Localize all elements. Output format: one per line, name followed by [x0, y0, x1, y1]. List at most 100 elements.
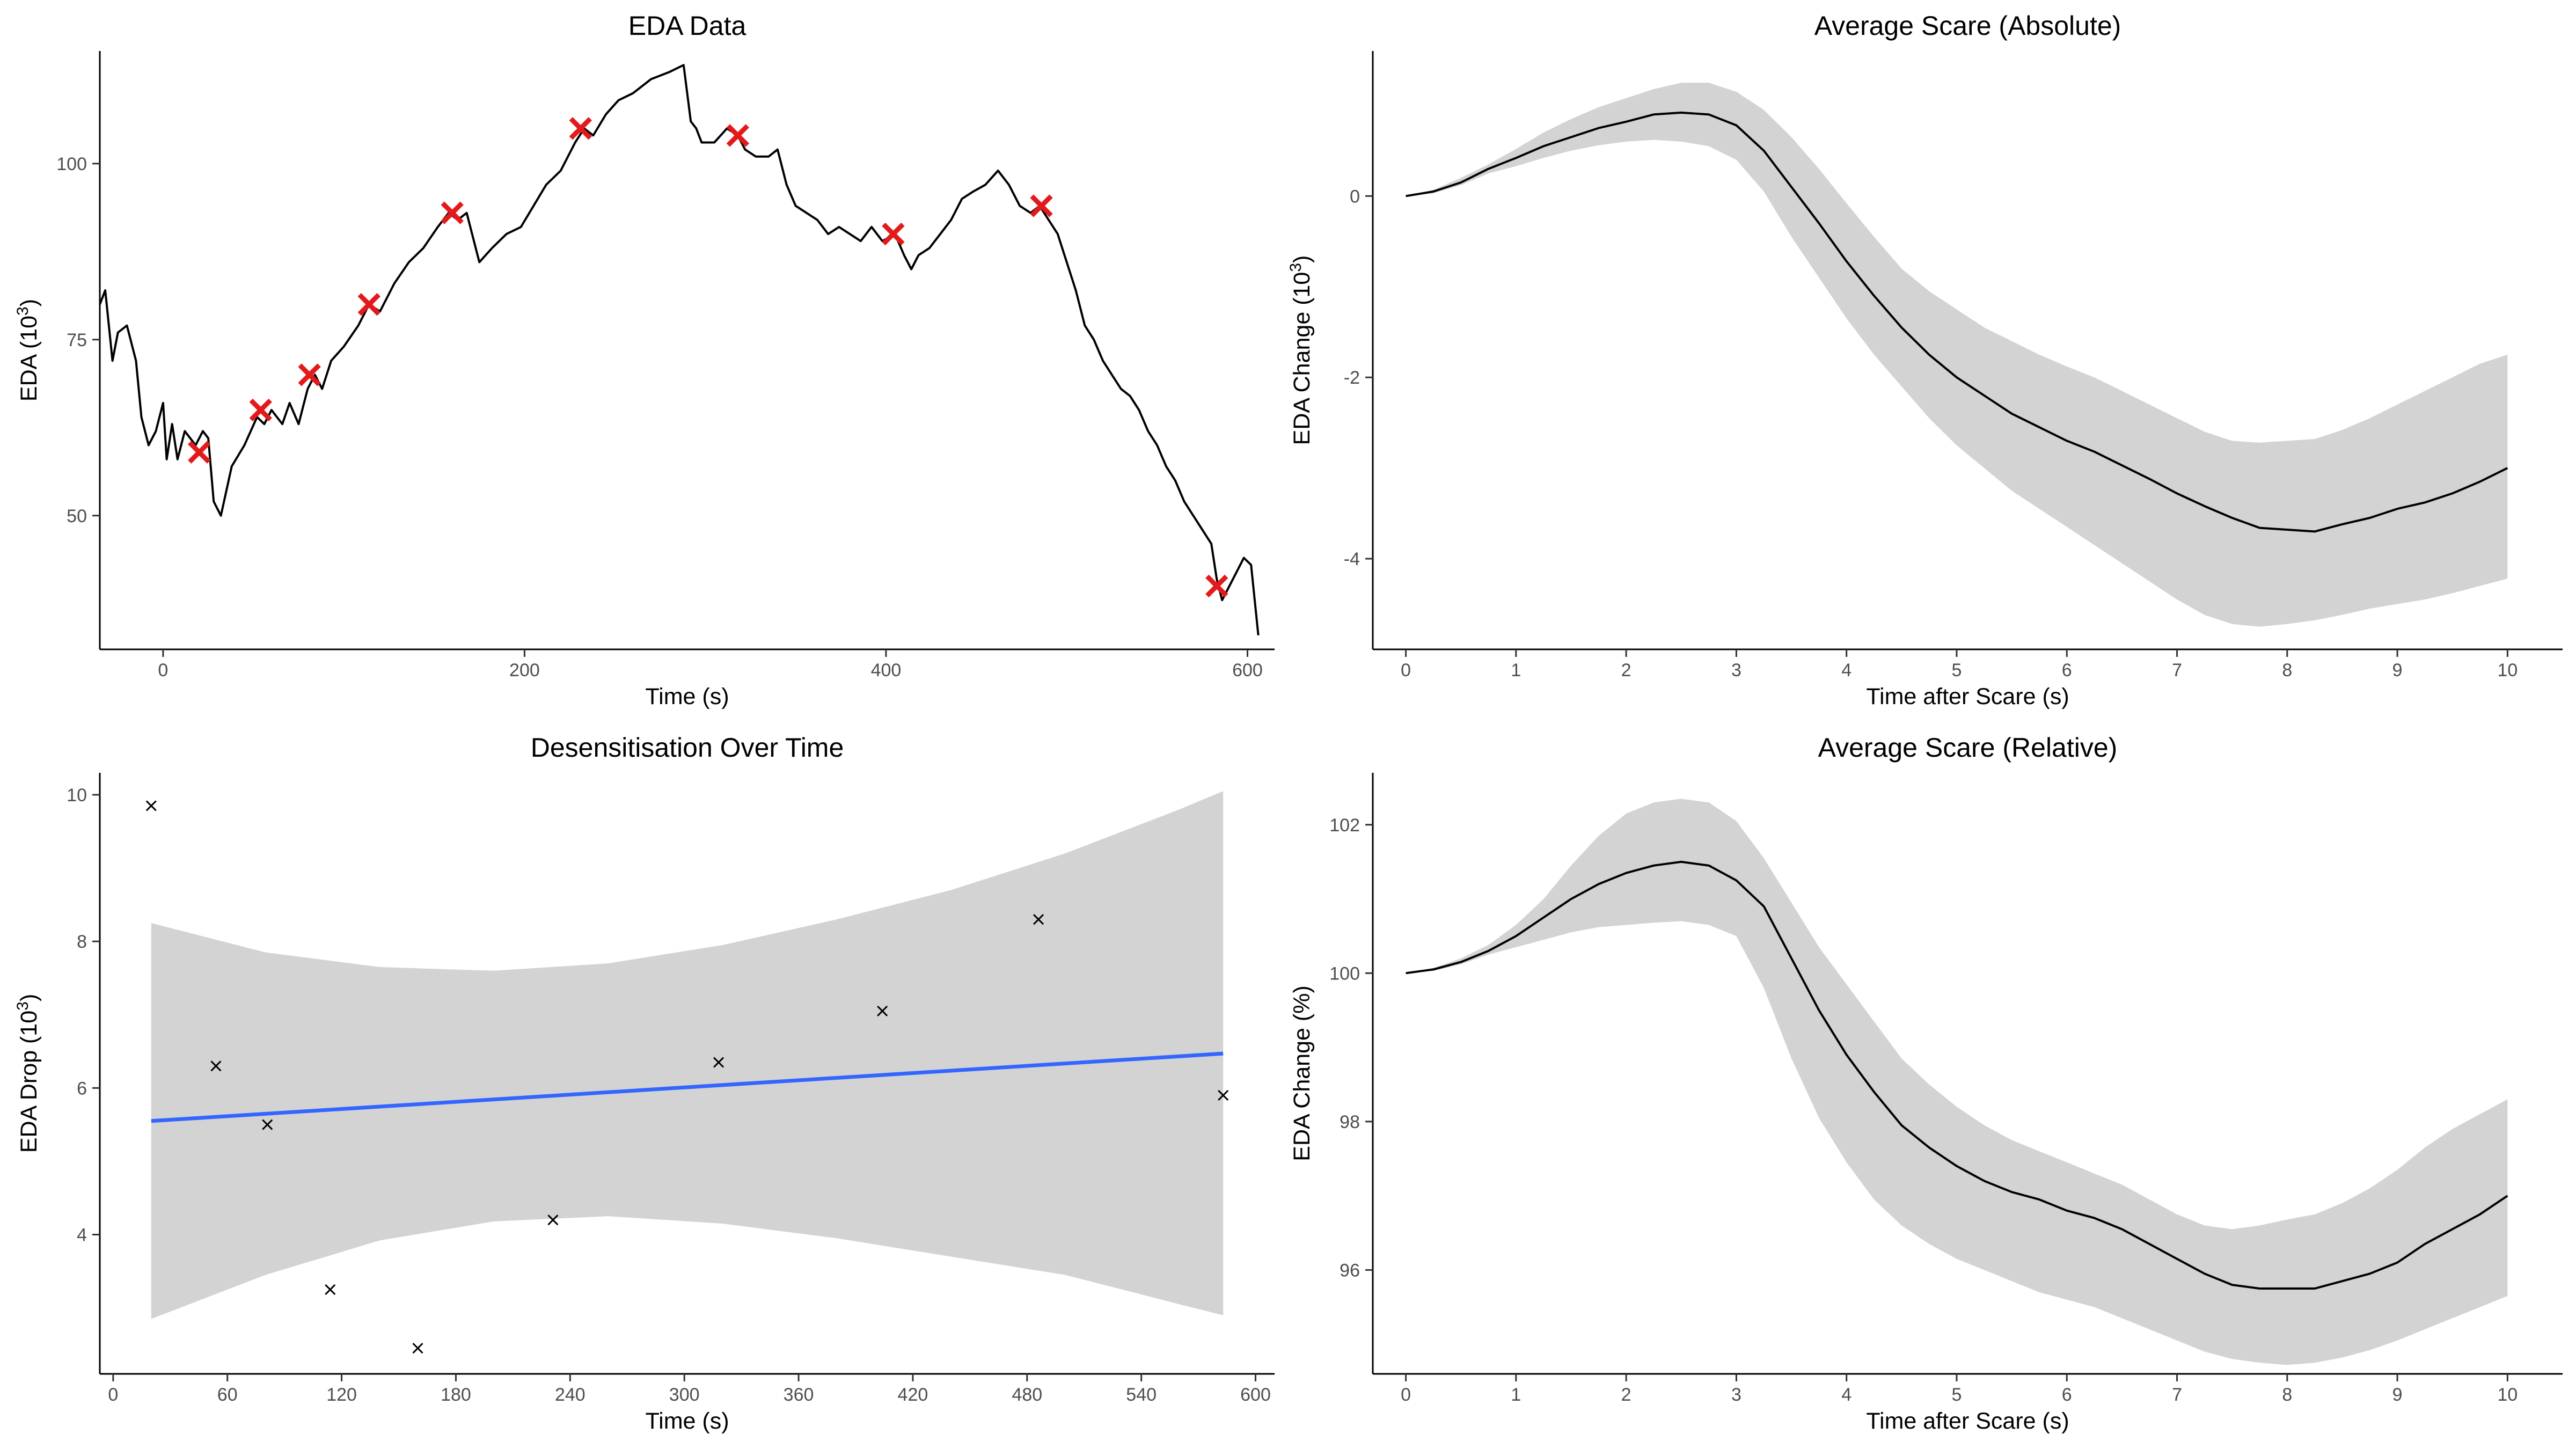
series-line: [1406, 111, 2508, 533]
x-axis-label: Time (s): [645, 684, 729, 709]
x-tick-label: 8: [2282, 660, 2292, 680]
x-tick-label: 6: [2062, 1385, 2072, 1405]
scare-marker: [1205, 574, 1228, 598]
x-tick-label: 1: [1511, 660, 1521, 680]
x-tick-label: 8: [2282, 1385, 2292, 1405]
y-tick-label: 6: [77, 1078, 87, 1099]
x-tick-label: 5: [1952, 1385, 1962, 1405]
x-tick-label: 2: [1621, 1385, 1631, 1405]
data-point: [1218, 1089, 1229, 1101]
panel-desensitisation-over-time: Desensitisation Over Time 0 60 120 180 240 300…: [14, 733, 1275, 1434]
y-axis-label: EDA Drop (103): [14, 994, 42, 1153]
x-tick-label: 4: [1841, 660, 1851, 680]
x-tick-label: 480: [1012, 1385, 1042, 1405]
y-tick-label: 50: [67, 506, 87, 526]
scare-marker-stroke: [188, 441, 211, 464]
y-tick-label: 96: [1340, 1260, 1360, 1280]
x-axis-label: Time after Scare (s): [1866, 1408, 2069, 1434]
scare-marker-stroke: [441, 201, 464, 224]
x-tick-label: 2: [1621, 660, 1631, 680]
data-point: [210, 1060, 222, 1072]
x-tick-label: 5: [1952, 660, 1962, 680]
scare-marker-stroke: [1205, 574, 1228, 598]
scare-marker: [357, 293, 380, 316]
x-tick-label: 0: [1401, 1385, 1411, 1405]
panel-title: Average Scare (Relative): [1818, 733, 2118, 763]
x-tick-label: 600: [1232, 660, 1263, 680]
series-line: [99, 64, 1260, 636]
y-tick-label: 100: [1329, 963, 1360, 984]
x-tick-label: 60: [217, 1385, 238, 1405]
regression-line: [151, 1051, 1224, 1123]
x-tick-label: 6: [2062, 660, 2072, 680]
y-tick-label: 75: [67, 330, 87, 350]
x-tick-label: 420: [898, 1385, 928, 1405]
confidence-band: [1406, 799, 2508, 1365]
confidence-band: [151, 791, 1224, 1319]
y-tick-label: -4: [1344, 549, 1360, 569]
scare-marker-stroke: [569, 117, 592, 140]
x-tick-label: 10: [2497, 1385, 2518, 1405]
x-tick-label: 10: [2497, 660, 2518, 680]
scare-marker: [569, 117, 592, 140]
x-tick-label: 3: [1731, 660, 1741, 680]
data-point: [262, 1119, 273, 1130]
x-tick-label: 3: [1731, 1385, 1741, 1405]
y-axis-label: EDA Change (%): [1289, 985, 1315, 1161]
data-point: [325, 1284, 336, 1295]
panel-eda-data: EDA Data 0 200 400 600 50 75 100 Time (s) EDA (10…: [14, 11, 1275, 709]
scare-marker: [1030, 194, 1053, 217]
scare-marker-stroke: [249, 398, 272, 422]
x-axis-label: Time (s): [645, 1408, 729, 1434]
data-point: [1033, 914, 1044, 925]
y-axis-label: EDA Change (103): [1287, 255, 1315, 445]
scare-marker-stroke: [726, 124, 749, 147]
y-tick-label: 10: [67, 785, 87, 806]
data-point: [713, 1057, 724, 1068]
y-tick-label: 4: [77, 1225, 87, 1245]
data-point-stroke: [262, 1119, 273, 1130]
scare-marker: [298, 363, 321, 386]
y-axis-label: EDA (103): [14, 299, 42, 401]
y-tick-label: 8: [77, 932, 87, 952]
y-tick-label: 102: [1329, 815, 1360, 836]
x-tick-label: 0: [108, 1385, 118, 1405]
x-tick-label: 7: [2172, 1385, 2182, 1405]
panel-average-scare-absolute: Average Scare (Absolute) 0 1 2 3 4 5 6 7 8 9 10 -4 -2…: [1287, 11, 2563, 709]
data-point-stroke: [325, 1284, 336, 1295]
x-tick-label: 540: [1126, 1385, 1157, 1405]
y-tick-label: 0: [1350, 186, 1360, 207]
scare-marker-stroke: [1030, 194, 1053, 217]
x-axis-label: Time after Scare (s): [1866, 684, 2069, 709]
scare-marker: [882, 222, 905, 246]
data-point: [877, 1005, 888, 1016]
scare-marker-stroke: [298, 363, 321, 386]
y-tick-label: -2: [1344, 368, 1360, 388]
x-tick-label: 1: [1511, 1385, 1521, 1405]
data-point-stroke: [1218, 1089, 1229, 1101]
data-point-stroke: [1033, 914, 1044, 925]
scare-marker: [249, 398, 272, 422]
x-tick-label: 9: [2392, 1385, 2403, 1405]
x-tick-label: 9: [2392, 660, 2403, 680]
y-tick-label: 98: [1340, 1112, 1360, 1132]
data-point-stroke: [412, 1343, 423, 1354]
x-tick-label: 300: [669, 1385, 700, 1405]
x-tick-label: 180: [441, 1385, 471, 1405]
data-point: [145, 800, 157, 811]
scare-marker: [726, 124, 749, 147]
x-tick-label: 7: [2172, 660, 2182, 680]
data-point-stroke: [210, 1060, 222, 1072]
data-point-stroke: [713, 1057, 724, 1068]
x-tick-label: 600: [1240, 1385, 1271, 1405]
x-tick-label: 120: [326, 1385, 357, 1405]
x-tick-label: 4: [1841, 1385, 1851, 1405]
x-tick-label: 400: [871, 660, 902, 680]
series-line: [1406, 860, 2508, 1290]
data-point: [412, 1343, 423, 1354]
panel-average-scare-relative: Average Scare (Relative) 0 1 2 3 4 5 6 7 8 9 10 96 98…: [1289, 733, 2563, 1434]
scare-marker-stroke: [357, 293, 380, 316]
x-tick-label: 360: [784, 1385, 814, 1405]
data-point-stroke: [547, 1214, 559, 1226]
